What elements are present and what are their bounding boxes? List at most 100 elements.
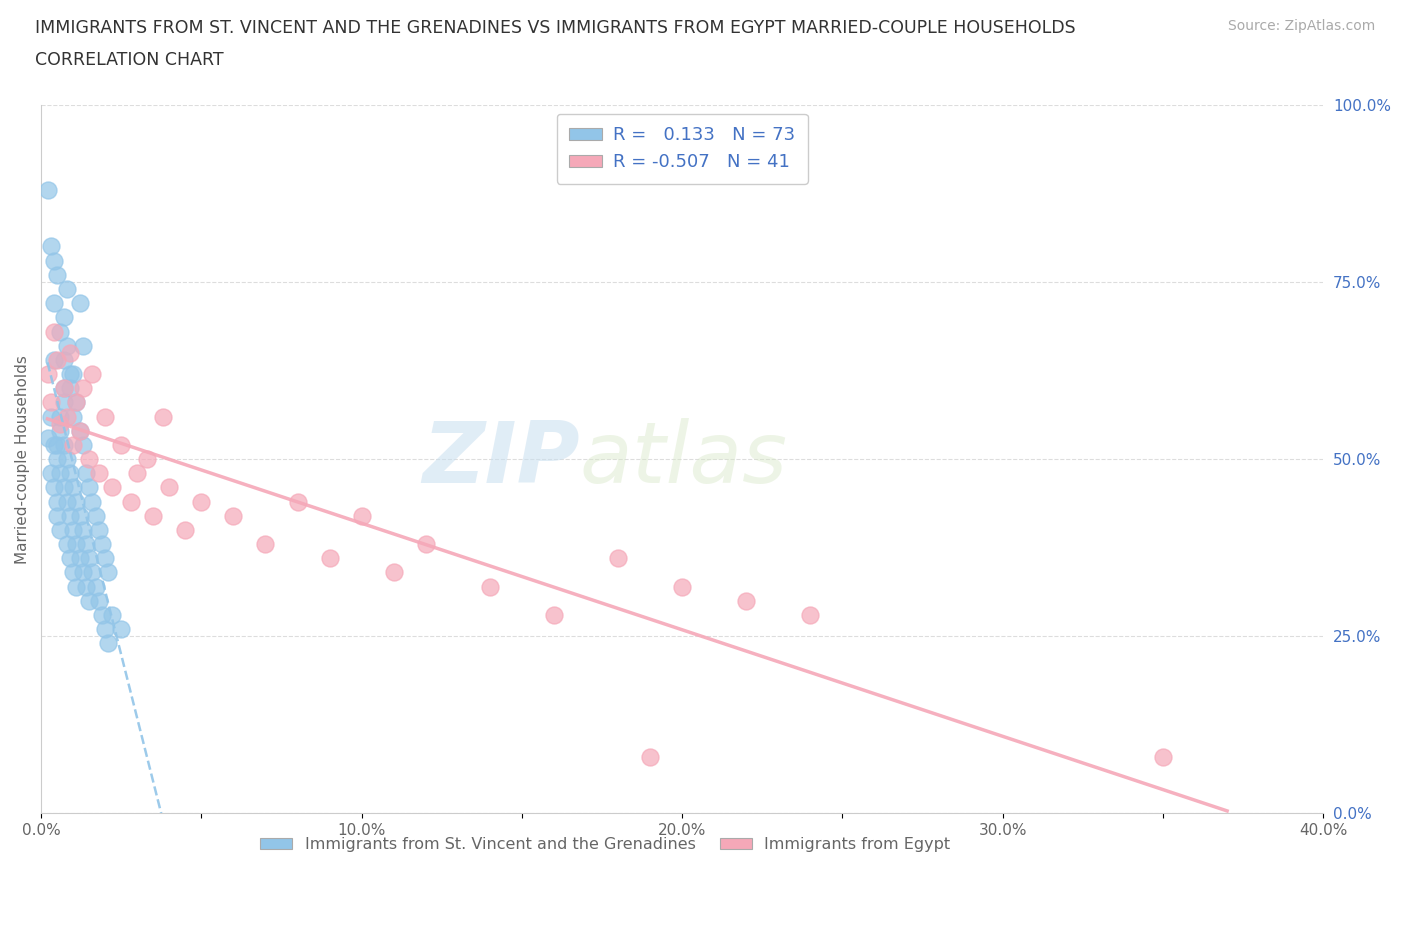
Point bbox=[87, 466, 110, 481]
Point bbox=[318, 551, 340, 565]
Point bbox=[77, 452, 100, 467]
Point bbox=[59, 380, 82, 395]
Point bbox=[62, 523, 84, 538]
Point bbox=[42, 352, 65, 367]
Legend: Immigrants from St. Vincent and the Grenadines, Immigrants from Egypt: Immigrants from St. Vincent and the Gren… bbox=[253, 830, 957, 858]
Point bbox=[671, 579, 693, 594]
Point bbox=[69, 423, 91, 438]
Point bbox=[135, 452, 157, 467]
Point bbox=[49, 409, 72, 424]
Point bbox=[142, 509, 165, 524]
Point bbox=[94, 551, 117, 565]
Point bbox=[350, 509, 373, 524]
Point bbox=[69, 509, 91, 524]
Point bbox=[87, 523, 110, 538]
Point bbox=[100, 480, 122, 495]
Point bbox=[72, 523, 94, 538]
Point bbox=[55, 409, 77, 424]
Point bbox=[127, 466, 149, 481]
Point bbox=[222, 509, 245, 524]
Point bbox=[52, 480, 75, 495]
Point bbox=[59, 345, 82, 360]
Point bbox=[39, 395, 62, 410]
Point bbox=[69, 423, 91, 438]
Point bbox=[69, 296, 91, 311]
Point bbox=[69, 551, 91, 565]
Point bbox=[72, 565, 94, 580]
Point bbox=[52, 380, 75, 395]
Point bbox=[174, 523, 197, 538]
Point bbox=[72, 339, 94, 353]
Point bbox=[42, 324, 65, 339]
Point bbox=[84, 509, 107, 524]
Point bbox=[46, 352, 69, 367]
Point bbox=[55, 339, 77, 353]
Point bbox=[82, 565, 104, 580]
Point bbox=[607, 551, 630, 565]
Point bbox=[49, 324, 72, 339]
Point bbox=[82, 494, 104, 509]
Text: ZIP: ZIP bbox=[422, 418, 579, 500]
Text: Source: ZipAtlas.com: Source: ZipAtlas.com bbox=[1227, 19, 1375, 33]
Point bbox=[39, 239, 62, 254]
Text: atlas: atlas bbox=[579, 418, 787, 500]
Point bbox=[42, 437, 65, 452]
Point bbox=[52, 352, 75, 367]
Point bbox=[190, 494, 212, 509]
Point bbox=[91, 607, 114, 622]
Text: IMMIGRANTS FROM ST. VINCENT AND THE GRENADINES VS IMMIGRANTS FROM EGYPT MARRIED-: IMMIGRANTS FROM ST. VINCENT AND THE GREN… bbox=[35, 19, 1076, 36]
Point bbox=[77, 593, 100, 608]
Point bbox=[75, 537, 97, 551]
Point bbox=[100, 607, 122, 622]
Point bbox=[46, 267, 69, 282]
Point bbox=[65, 537, 87, 551]
Point bbox=[65, 395, 87, 410]
Point bbox=[97, 565, 120, 580]
Point bbox=[52, 437, 75, 452]
Point bbox=[84, 579, 107, 594]
Point bbox=[478, 579, 501, 594]
Point bbox=[72, 437, 94, 452]
Point bbox=[59, 366, 82, 381]
Point bbox=[46, 437, 69, 452]
Point bbox=[46, 509, 69, 524]
Point bbox=[49, 417, 72, 432]
Point bbox=[39, 466, 62, 481]
Point bbox=[49, 523, 72, 538]
Point bbox=[55, 282, 77, 297]
Point bbox=[59, 466, 82, 481]
Point bbox=[87, 593, 110, 608]
Point bbox=[62, 565, 84, 580]
Point bbox=[55, 494, 77, 509]
Point bbox=[65, 395, 87, 410]
Point bbox=[49, 466, 72, 481]
Point bbox=[94, 622, 117, 637]
Point bbox=[42, 253, 65, 268]
Point bbox=[55, 452, 77, 467]
Point bbox=[37, 366, 59, 381]
Point bbox=[37, 182, 59, 197]
Point bbox=[65, 494, 87, 509]
Point bbox=[638, 750, 661, 764]
Point bbox=[75, 579, 97, 594]
Point bbox=[77, 551, 100, 565]
Point bbox=[382, 565, 405, 580]
Point bbox=[52, 380, 75, 395]
Point bbox=[52, 395, 75, 410]
Point bbox=[62, 480, 84, 495]
Point bbox=[62, 366, 84, 381]
Point bbox=[543, 607, 565, 622]
Point bbox=[152, 409, 174, 424]
Point bbox=[254, 537, 277, 551]
Point bbox=[42, 296, 65, 311]
Point bbox=[65, 579, 87, 594]
Point bbox=[62, 437, 84, 452]
Point bbox=[37, 431, 59, 445]
Point bbox=[91, 537, 114, 551]
Point bbox=[62, 409, 84, 424]
Point bbox=[46, 494, 69, 509]
Point bbox=[415, 537, 437, 551]
Point bbox=[287, 494, 309, 509]
Text: CORRELATION CHART: CORRELATION CHART bbox=[35, 51, 224, 69]
Point bbox=[82, 366, 104, 381]
